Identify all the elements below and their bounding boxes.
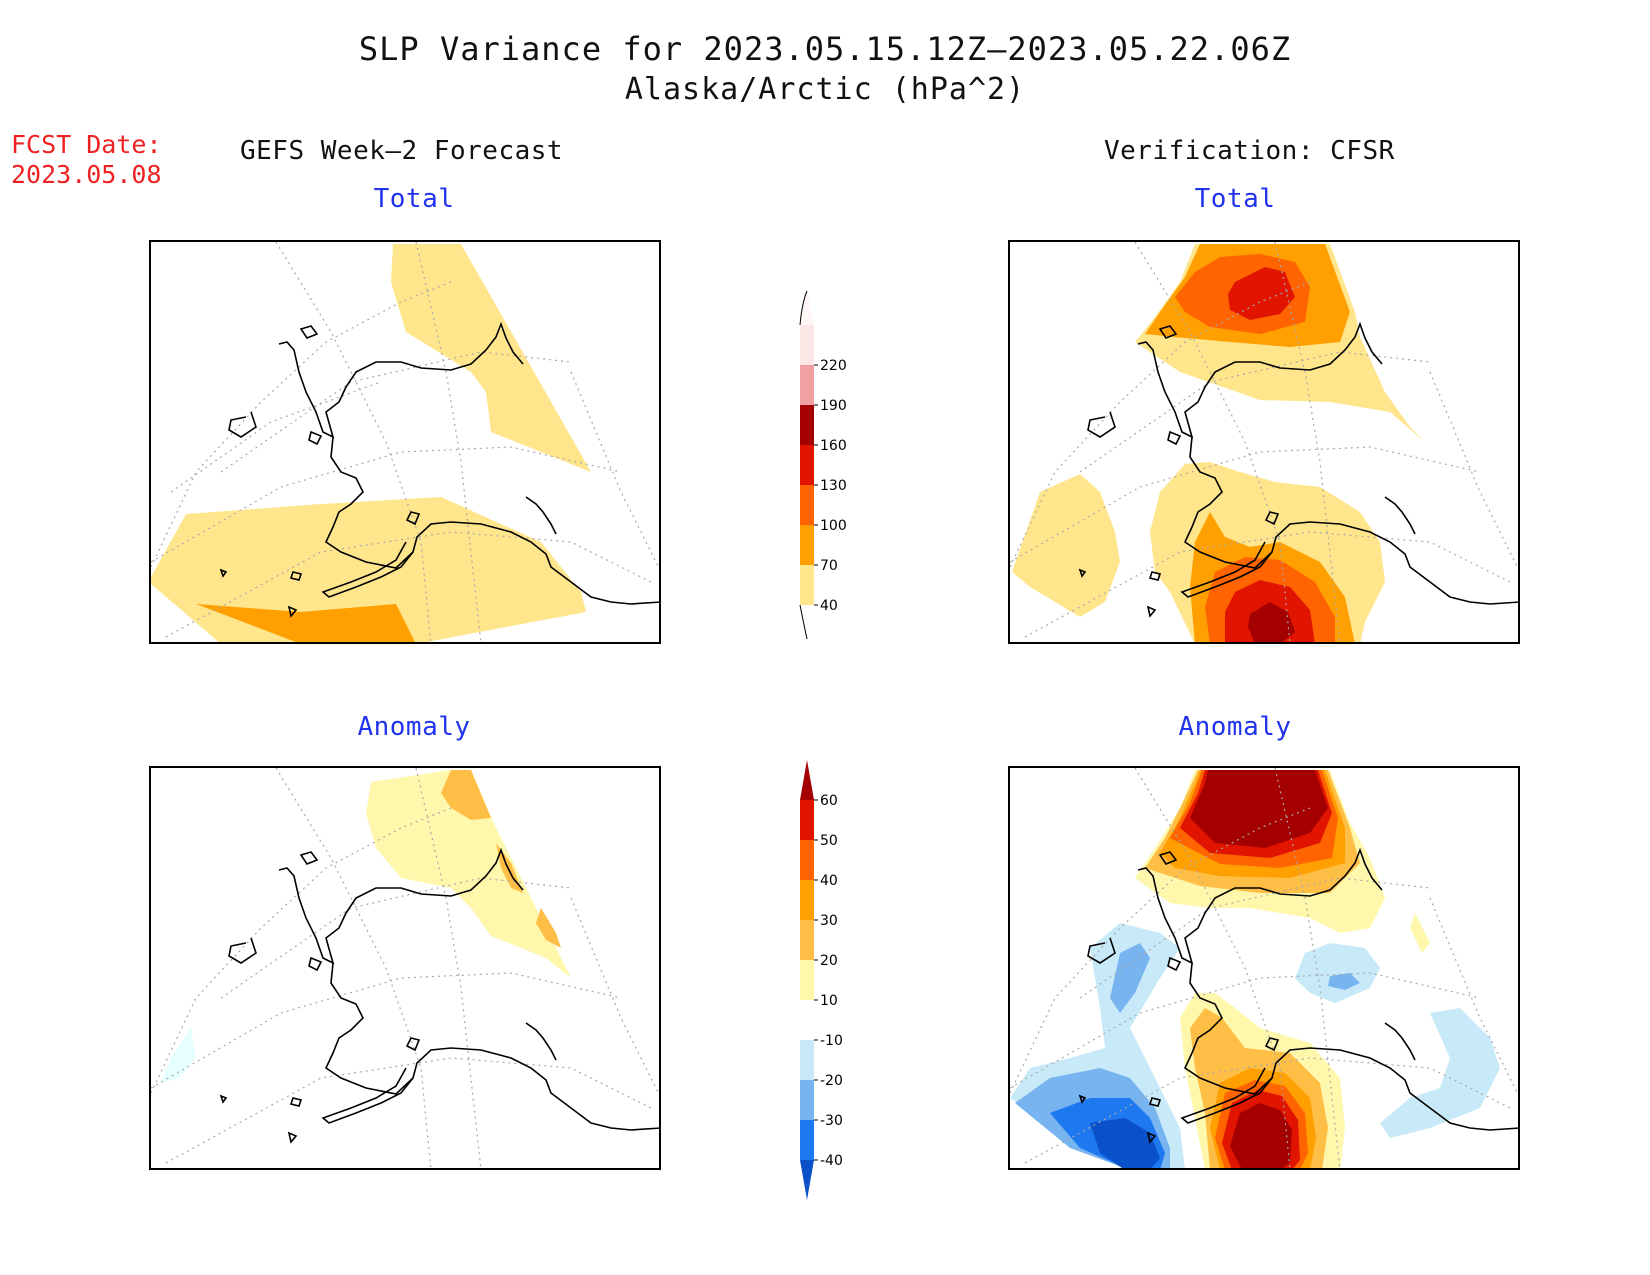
contour-60-south (1230, 1103, 1292, 1168)
contour-20-30-c (536, 908, 561, 948)
colorbar-total-tick-label: 190 (820, 398, 847, 414)
colorbar-anomaly-segment (800, 840, 814, 880)
contour-m10-m20 (161, 1028, 196, 1083)
colorbar-anomaly-tick-label: 60 (820, 793, 838, 809)
colorbar-total-segment (800, 485, 814, 525)
contour-40-70 (391, 244, 591, 472)
graticule (151, 768, 659, 1168)
coastline (219, 847, 659, 1144)
column-title-verification: Verification: CFSR (1104, 136, 1395, 166)
colorbar-anomaly-tick-label: 30 (820, 913, 838, 929)
contour-40-70-south (151, 497, 586, 642)
graticule (1010, 768, 1518, 1168)
figure-title: SLP Variance for 2023.05.15.12Z–2023.05.… (358, 30, 1292, 68)
colorbar-total-tick-label: 160 (820, 438, 847, 454)
colorbar-anomaly-segment (800, 960, 814, 1000)
fcst-date-label: FCST Date: (11, 130, 162, 159)
contour-m20-m30-west (1110, 943, 1150, 1013)
colorbar-anomaly-tick-label: 20 (820, 953, 838, 969)
graticule (151, 242, 659, 642)
colorbar-total-segment (800, 525, 814, 565)
panel-title-forecast-total: Total (373, 184, 455, 214)
colorbar-total-segment (800, 445, 814, 485)
colorbar-total-tick-label: 220 (820, 358, 847, 374)
panel-title-verification-total: Total (1194, 184, 1276, 214)
colorbar-total-segment (800, 565, 814, 605)
panel-title-forecast-anomaly: Anomaly (357, 712, 471, 742)
variance-contours (151, 244, 591, 642)
colorbar-total-segment (800, 365, 814, 405)
contour-20-30-a (441, 770, 491, 820)
colorbar-total-tick-label: 100 (820, 518, 847, 534)
column-title-forecast: GEFS Week–2 Forecast (240, 136, 564, 166)
variance-contours (1010, 770, 1500, 1168)
colorbar-anomaly-tick-label: -40 (820, 1153, 843, 1169)
contour-60-north (1190, 770, 1328, 848)
contour-70-100 (196, 604, 415, 642)
colorbar-total-segment (800, 405, 814, 445)
colorbar-total-top-tip (800, 291, 814, 325)
variance-contours (161, 770, 571, 1083)
colorbar-anomaly-segment (800, 1080, 814, 1120)
colorbar-anomaly-segment (800, 1000, 814, 1040)
colorbar-anomaly-segment (800, 880, 814, 920)
contour-m10-m20-center (1295, 943, 1380, 1003)
variance-contours (1012, 244, 1425, 642)
contour-10-20-east (1410, 913, 1430, 953)
colorbar-anomaly-top-tip (800, 760, 814, 800)
colorbar-total-segment (800, 325, 814, 365)
colorbar-total-tick-label: 70 (820, 558, 838, 574)
colorbar-anomaly-tick-label: -20 (820, 1073, 843, 1089)
contour-m40-sw (1090, 1118, 1160, 1168)
colorbar-anomaly-tick-label: 50 (820, 833, 838, 849)
fcst-date-value: 2023.05.08 (11, 160, 162, 189)
coastline (1078, 847, 1518, 1144)
colorbar-anomaly-segment (800, 1040, 814, 1080)
contour-m20-m30-center (1328, 973, 1360, 990)
colorbar-anomaly-tick-label: 40 (820, 873, 838, 889)
figure-subtitle: Alaska/Arctic (hPa^2) (624, 72, 1026, 107)
contour-m10-m20-east (1380, 1008, 1500, 1138)
map-verification-total (1008, 240, 1520, 644)
panel-title-verification-anomaly: Anomaly (1178, 712, 1292, 742)
colorbar-anomaly-segment (800, 1120, 814, 1160)
contour-40-70-west (1012, 474, 1120, 617)
colorbar-total-bottom-edge (799, 604, 808, 640)
colorbar-total-tick-label: 130 (820, 478, 847, 494)
colorbar-anomaly-segment (800, 920, 814, 960)
map-verification-anomaly (1008, 766, 1520, 1170)
colorbar-anomaly-bottom-tip (800, 1160, 814, 1200)
graticule (1010, 242, 1518, 642)
coastline (1078, 321, 1518, 618)
colorbar-total-tick-label: 40 (820, 598, 838, 614)
colorbar-anomaly: -40 -30 -20 -10 10 20 30 40 50 60 (796, 750, 856, 1200)
coastline (219, 321, 659, 618)
contour-160-190-south (1248, 602, 1295, 642)
colorbar-total-bottom-tip (800, 605, 814, 639)
colorbar-anomaly-segment (800, 800, 814, 840)
colorbar-anomaly-tick-label: -10 (820, 1033, 843, 1049)
colorbar-anomaly-tick-label: 10 (820, 993, 838, 1009)
map-forecast-total (149, 240, 661, 644)
contour-130-160-north (1228, 267, 1295, 320)
colorbar-anomaly-tick-label: -30 (820, 1113, 843, 1129)
map-forecast-anomaly (149, 766, 661, 1170)
colorbar-total-top-edge (799, 290, 808, 326)
colorbar-total: 40 70 100 130 160 190 220 (796, 280, 856, 640)
